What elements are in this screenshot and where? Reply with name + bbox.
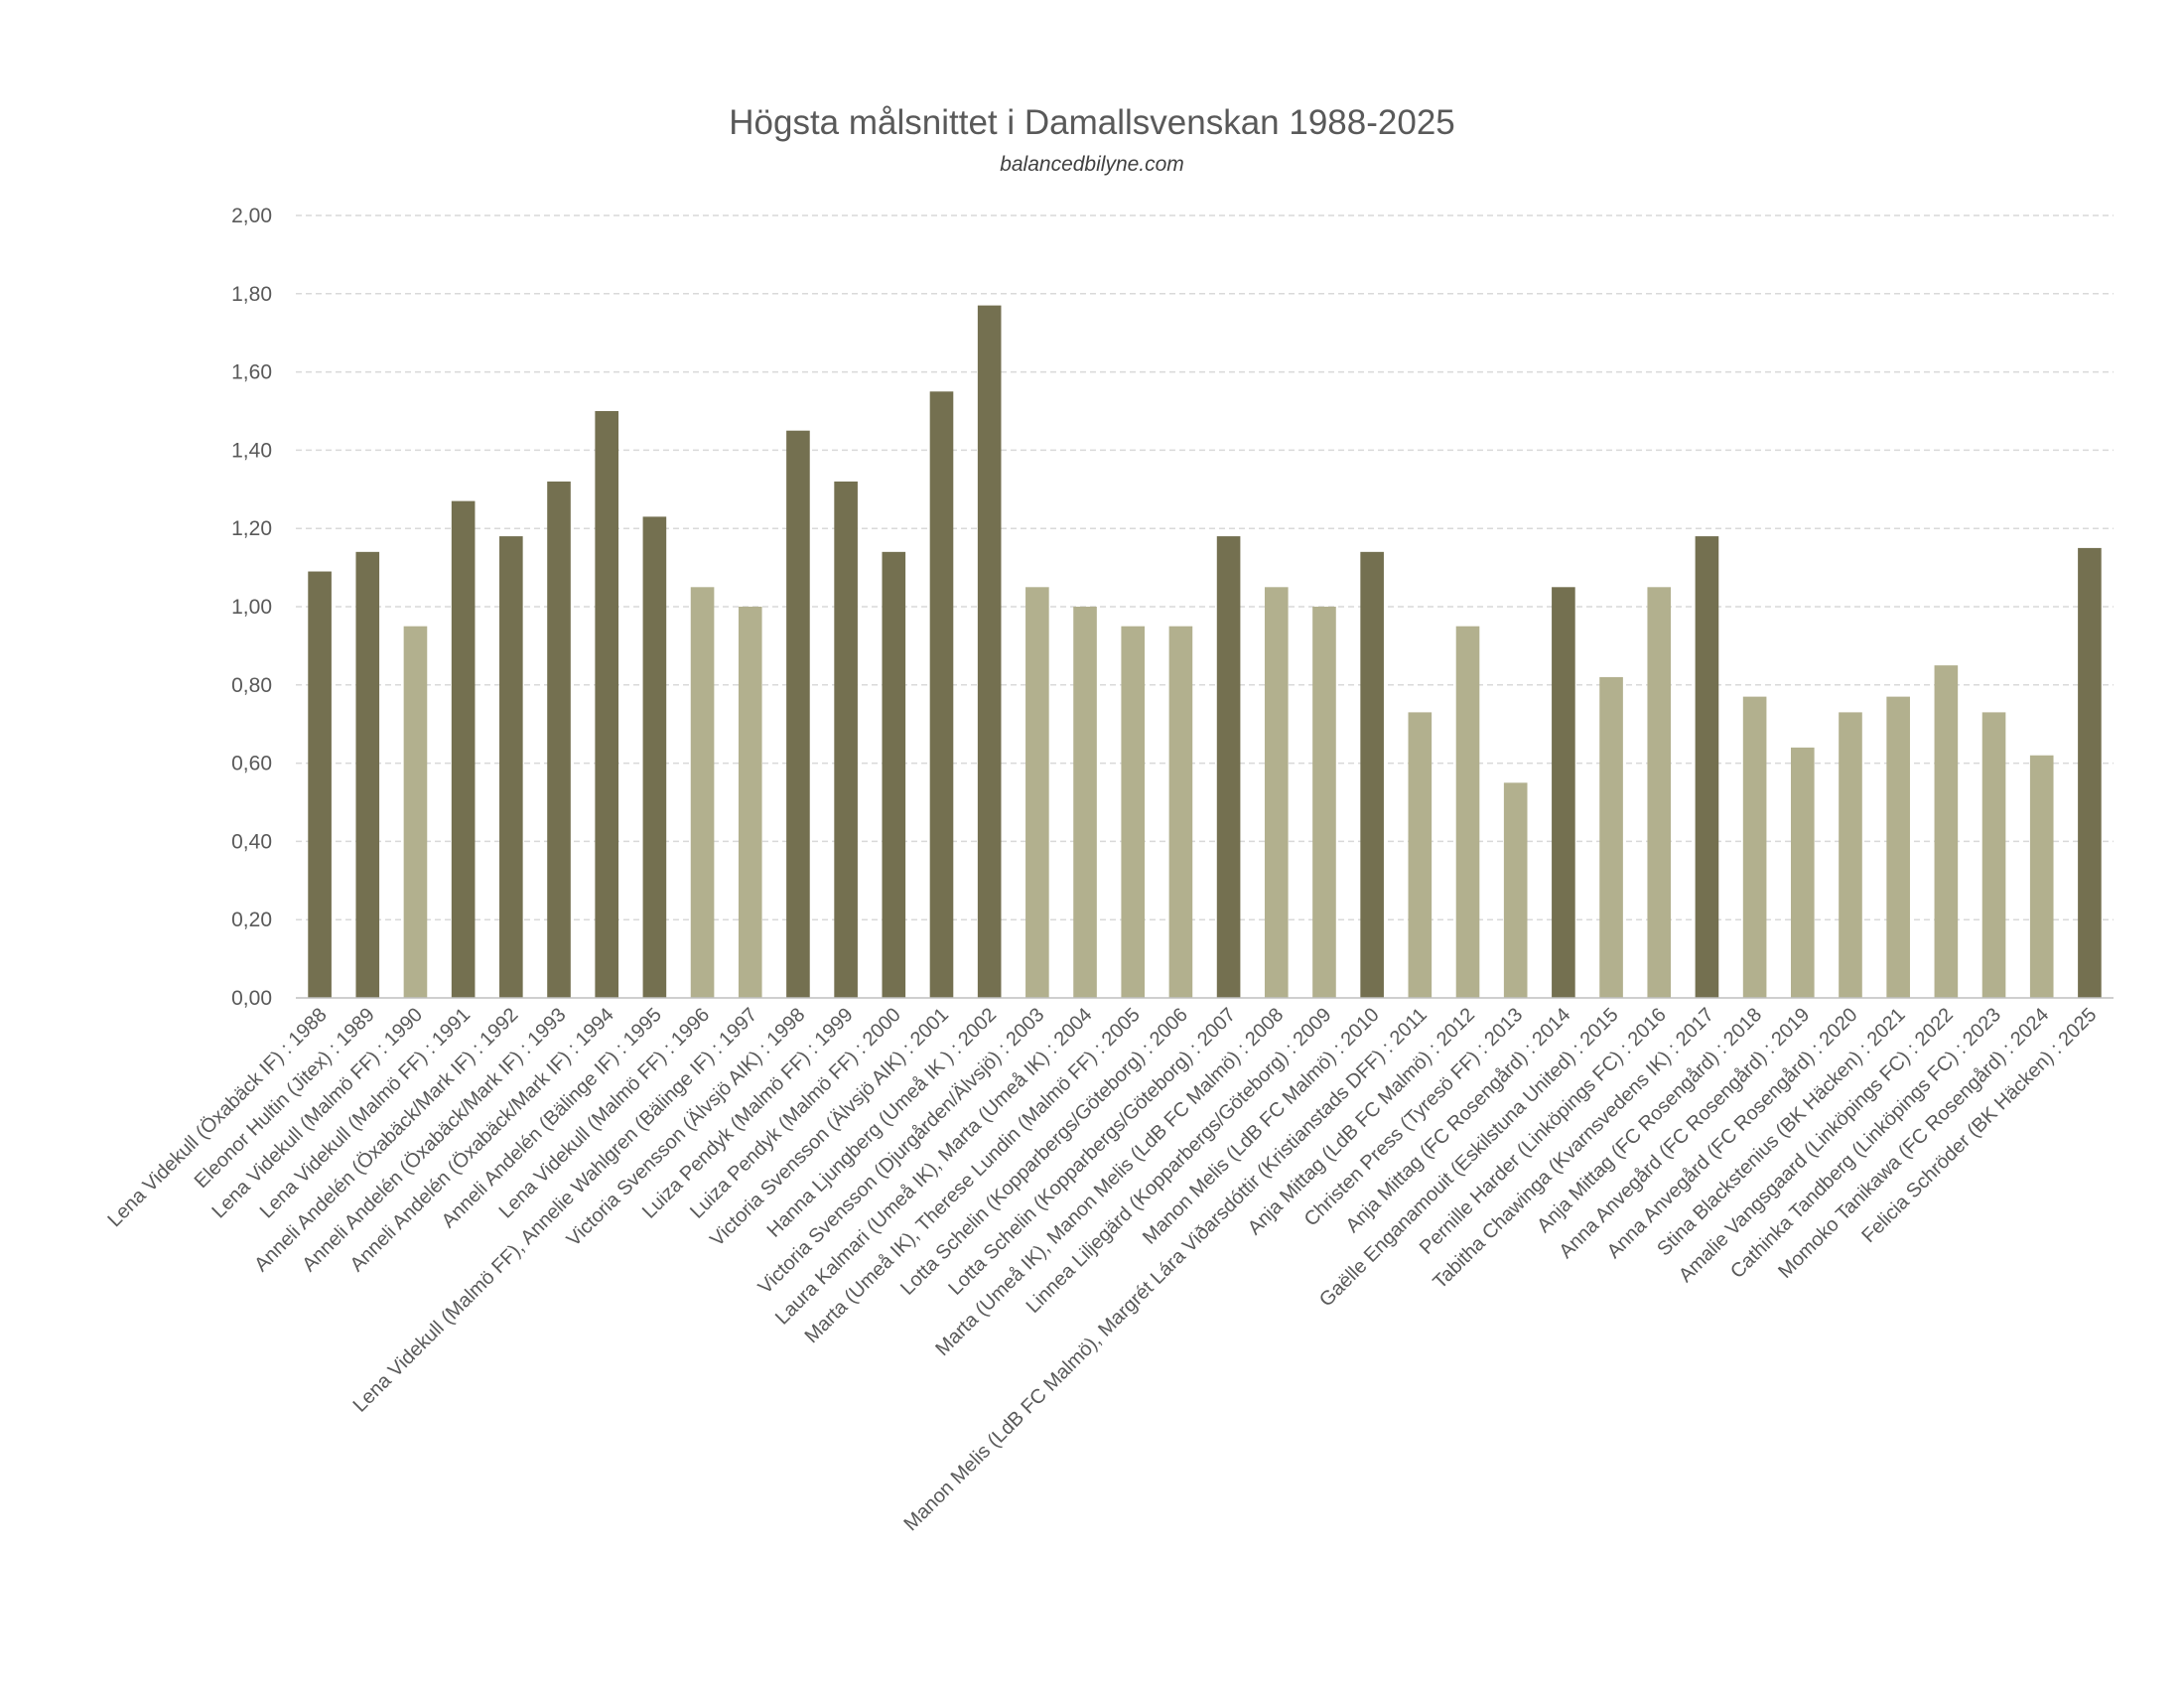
bar	[547, 481, 571, 998]
bar	[1216, 536, 1241, 998]
bar	[1552, 587, 1575, 998]
y-tick-label: 2,00	[231, 205, 272, 227]
bar	[1168, 626, 1193, 998]
bar	[595, 411, 619, 998]
bar	[786, 430, 810, 998]
bar	[1790, 747, 1815, 998]
bar	[1025, 587, 1049, 998]
bar	[403, 626, 428, 998]
bar	[308, 571, 332, 998]
y-tick-label: 0,40	[231, 830, 272, 853]
bar	[2078, 547, 2102, 998]
y-tick-label: 0,00	[231, 987, 272, 1010]
y-tick-label: 1,80	[231, 283, 272, 306]
bar	[1360, 551, 1384, 998]
bar	[1981, 712, 2006, 998]
y-tick-label: 1,20	[231, 517, 272, 540]
bar	[834, 481, 858, 998]
bar	[1408, 712, 1433, 998]
bar	[1647, 587, 1672, 998]
bar	[1695, 536, 1719, 998]
chart-title: Högsta målsnittet i Damallsvenskan 1988-…	[729, 103, 1455, 142]
bar	[738, 607, 762, 998]
bar	[882, 551, 906, 998]
chart-subtitle: balancedbilyne.com	[1000, 153, 1184, 176]
bar	[1742, 696, 1767, 998]
bar	[2029, 755, 2054, 998]
bar	[499, 536, 523, 998]
bar	[1503, 782, 1528, 998]
bar	[1073, 607, 1097, 998]
y-tick-label: 1,00	[231, 596, 272, 619]
bar	[1264, 587, 1289, 998]
bar	[355, 551, 380, 998]
bar	[451, 500, 476, 998]
bar	[1599, 676, 1623, 998]
y-tick-label: 1,40	[231, 439, 272, 462]
bar	[690, 587, 715, 998]
bar	[1312, 607, 1336, 998]
bar	[929, 391, 954, 998]
y-tick-label: 0,20	[231, 909, 272, 931]
y-tick-label: 1,60	[231, 361, 272, 384]
y-tick-label: 0,60	[231, 753, 272, 775]
bar	[1934, 665, 1959, 998]
bar	[1839, 712, 1862, 998]
bar	[1121, 626, 1146, 998]
bar	[642, 516, 667, 998]
bar	[977, 305, 1002, 998]
y-tick-label: 0,80	[231, 674, 272, 697]
bar	[1455, 626, 1480, 998]
bar	[1886, 696, 1910, 998]
